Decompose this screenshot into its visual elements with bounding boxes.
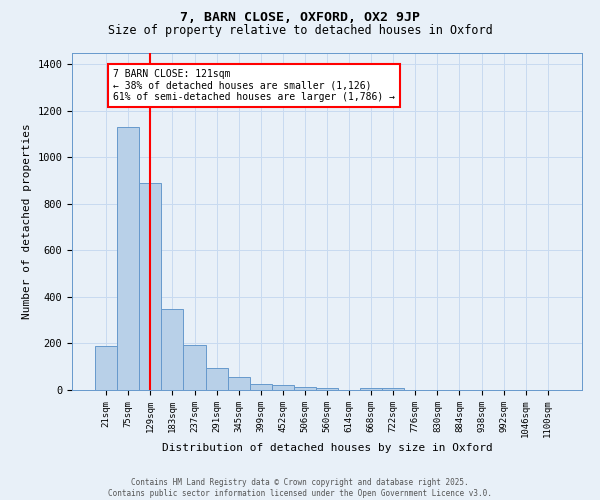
Y-axis label: Number of detached properties: Number of detached properties <box>22 124 32 319</box>
Text: Size of property relative to detached houses in Oxford: Size of property relative to detached ho… <box>107 24 493 37</box>
X-axis label: Distribution of detached houses by size in Oxford: Distribution of detached houses by size … <box>161 443 493 453</box>
Bar <box>117 127 139 390</box>
Text: Contains HM Land Registry data © Crown copyright and database right 2025.
Contai: Contains HM Land Registry data © Crown c… <box>108 478 492 498</box>
Bar <box>272 385 294 390</box>
Bar <box>161 308 184 390</box>
Bar <box>294 387 316 390</box>
Bar <box>227 376 250 390</box>
Text: 7 BARN CLOSE: 121sqm
← 38% of detached houses are smaller (1,126)
61% of semi-de: 7 BARN CLOSE: 121sqm ← 38% of detached h… <box>113 69 395 102</box>
Bar <box>316 388 338 390</box>
Bar <box>382 388 404 390</box>
Text: 7, BARN CLOSE, OXFORD, OX2 9JP: 7, BARN CLOSE, OXFORD, OX2 9JP <box>180 11 420 24</box>
Bar <box>206 368 227 390</box>
Bar <box>360 388 382 390</box>
Bar <box>95 346 117 390</box>
Bar <box>184 344 206 390</box>
Bar <box>139 183 161 390</box>
Bar <box>250 384 272 390</box>
